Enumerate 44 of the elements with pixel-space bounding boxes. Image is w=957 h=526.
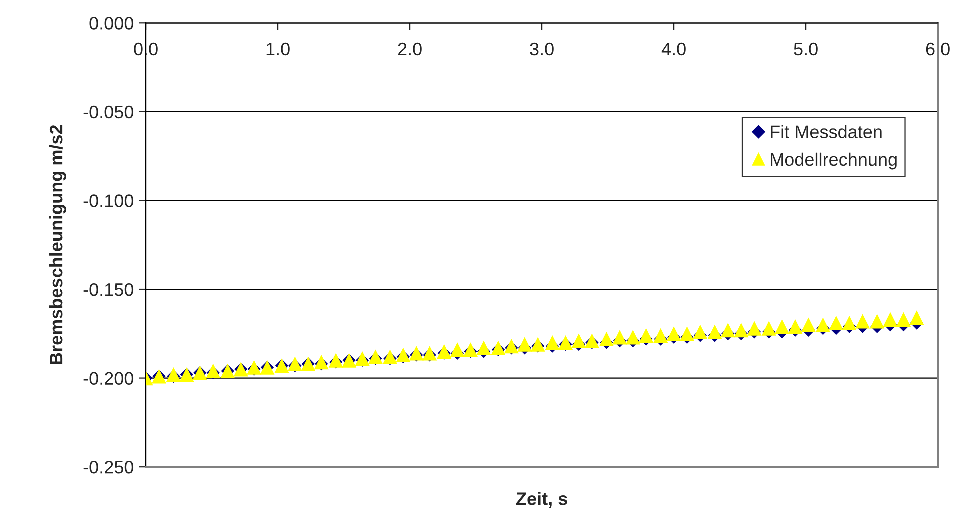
point — [639, 328, 654, 343]
point — [720, 323, 736, 338]
point — [666, 326, 682, 342]
x-tick-label: 2.0 — [398, 42, 422, 56]
y-tick-label: 0.000 — [90, 17, 134, 30]
point — [680, 326, 695, 342]
x-tick-label: 3.0 — [530, 42, 554, 56]
y-tick-label: -0.250 — [84, 461, 134, 474]
point — [734, 323, 749, 338]
x-axis-title: Zeit, s — [516, 492, 568, 508]
x-tick-label: 5.0 — [794, 42, 818, 56]
point — [829, 316, 844, 331]
point — [856, 314, 870, 329]
legend-label: Fit Messdaten — [771, 125, 882, 138]
point — [450, 342, 465, 358]
x-tick-label: 4.0 — [662, 42, 686, 56]
x-tick-label: 1.0 — [266, 42, 290, 56]
point — [775, 320, 790, 334]
point — [545, 336, 560, 350]
legend-label: Modellrechnung — [771, 152, 897, 170]
point — [612, 330, 628, 345]
point — [762, 321, 776, 336]
y-tick-label: -0.150 — [84, 283, 134, 296]
point — [654, 328, 668, 343]
point — [626, 330, 640, 345]
point — [788, 320, 803, 334]
point — [747, 321, 762, 336]
point — [910, 310, 924, 326]
point — [842, 316, 857, 331]
y-tick-label: -0.200 — [84, 372, 134, 386]
point — [816, 318, 830, 332]
point — [708, 324, 722, 340]
y-tick-label: -0.050 — [84, 106, 134, 119]
point — [896, 312, 912, 327]
y-tick-label: -0.100 — [84, 194, 134, 208]
point — [801, 318, 816, 332]
y-axis-title: Bremsbeschleunigung m/s2 — [49, 125, 66, 364]
point — [518, 337, 532, 352]
point — [572, 334, 586, 348]
point — [693, 324, 708, 340]
point — [476, 340, 492, 356]
point — [870, 314, 885, 329]
point — [883, 312, 898, 327]
point — [599, 332, 614, 347]
